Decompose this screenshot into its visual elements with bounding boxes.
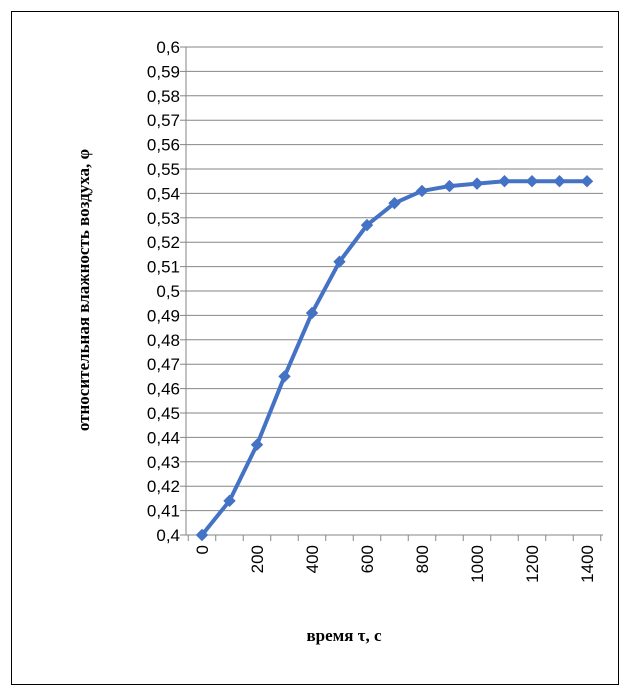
x-axis-title: время τ, с (306, 626, 382, 645)
x-tick-label: 1400 (578, 545, 597, 583)
data-point (470, 177, 484, 190)
y-tick-label: 0,52 (147, 233, 180, 252)
y-tick-label: 0,54 (147, 184, 180, 203)
y-axis-title: относительная влажность воздуха, φ (74, 148, 93, 431)
y-tick-label: 0,44 (147, 428, 180, 447)
chart-frame (11, 11, 619, 685)
gridlines (186, 46, 603, 512)
x-tick-label: 400 (303, 545, 322, 573)
y-tick-label: 0,42 (147, 477, 180, 496)
y-tick-label: 0,49 (147, 306, 180, 325)
data-point (580, 174, 594, 188)
y-tick-label: 0,43 (147, 453, 180, 472)
y-tick-label: 0,47 (147, 355, 180, 374)
y-tick-label: 0,59 (147, 62, 180, 81)
y-tick-label: 0,41 (147, 502, 180, 521)
x-tick-label: 800 (413, 545, 432, 573)
y-tick-label: 0,4 (156, 526, 180, 545)
data-point (525, 174, 539, 188)
y-tick-label: 0,48 (147, 331, 180, 350)
y-tick-label: 0,58 (147, 87, 180, 106)
x-tick-label: 1200 (523, 545, 542, 583)
data-point (498, 174, 511, 188)
data-point (195, 528, 209, 542)
y-tick-label: 0,55 (147, 160, 180, 179)
x-tick-label: 200 (248, 545, 267, 573)
x-tick-label: 0 (193, 545, 212, 554)
data-point (223, 494, 236, 508)
x-tick-labels: 0 200 400 600 800 1000 1200 1400 (193, 545, 597, 583)
data-point (553, 174, 566, 188)
data-point (415, 184, 429, 198)
data-point (278, 370, 291, 383)
y-tick-label: 0,57 (147, 111, 180, 130)
x-tick-label: 600 (358, 545, 377, 573)
series-line (200, 179, 587, 537)
data-point (443, 179, 456, 193)
y-tick-label: 0,53 (147, 209, 180, 228)
y-tick-label: 0,51 (147, 258, 180, 277)
data-point (360, 218, 374, 232)
data-point (388, 196, 401, 210)
y-tick-label: 0,46 (147, 380, 180, 399)
data-point (333, 255, 346, 268)
y-tick-label: 0,56 (147, 136, 180, 155)
axes (180, 46, 603, 541)
y-tick-label: 0,5 (156, 282, 180, 301)
data-point (305, 306, 319, 320)
y-tick-label: 0,6 (156, 38, 180, 57)
x-tick-label: 1000 (468, 545, 487, 583)
series-group (195, 174, 594, 542)
y-tick-labels: 0,4 0,41 0,42 0,43 0,44 0,45 0,46 0,47 0,48 0,49 0… (147, 38, 180, 545)
data-point (250, 438, 264, 451)
y-tick-label: 0,45 (147, 404, 180, 423)
